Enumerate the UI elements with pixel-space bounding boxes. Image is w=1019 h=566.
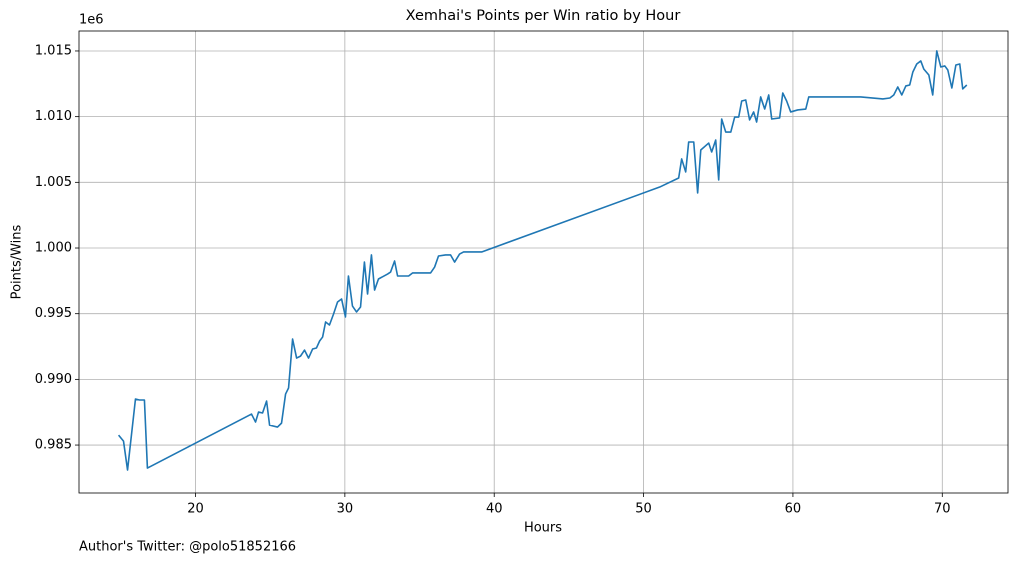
y-tick-label: 1.015: [35, 43, 72, 58]
x-tick-label: 30: [337, 502, 354, 517]
x-tick-label: 70: [934, 502, 951, 517]
x-tick-label: 20: [187, 502, 204, 517]
y-tick-label: 1.005: [35, 175, 72, 190]
x-tick-label: 50: [635, 502, 652, 517]
x-tick-label: 40: [486, 502, 503, 517]
y-tick-label: 0.995: [35, 306, 72, 321]
y-tick-label: 1.000: [35, 241, 72, 256]
y-axis-label: Points/Wins: [10, 224, 25, 299]
author-note: Author's Twitter: @polo51852166: [79, 540, 296, 555]
y-offset-label: 1e6: [79, 13, 104, 28]
x-tick-label: 60: [785, 502, 802, 517]
y-tick-label: 1.010: [35, 109, 72, 124]
plot-frame: [78, 30, 1009, 494]
x-axis-label: Hours: [524, 521, 562, 536]
chart-title: Xemhai's Points per Win ratio by Hour: [406, 8, 681, 24]
data-line: [117, 50, 968, 471]
y-tick-label: 0.990: [35, 372, 72, 387]
y-tick-label: 0.985: [35, 438, 72, 453]
